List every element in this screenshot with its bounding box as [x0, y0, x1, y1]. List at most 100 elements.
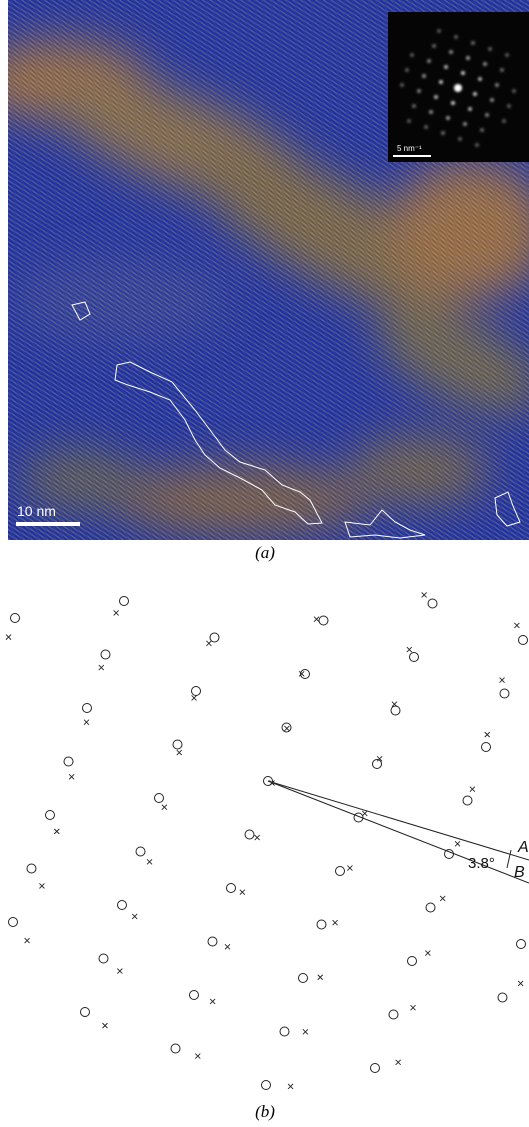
scale-bar — [16, 522, 80, 526]
rotated-point — [39, 883, 44, 888]
lattice-point — [463, 796, 472, 805]
line-a-label: A — [517, 839, 529, 856]
rotated-point — [333, 920, 338, 925]
spot — [417, 89, 421, 93]
lattice-point — [120, 597, 129, 606]
rotated-point — [440, 896, 445, 901]
rotated-point — [407, 647, 412, 652]
lattice-point — [280, 1027, 289, 1036]
rotated-point — [411, 1005, 416, 1010]
spot — [446, 116, 450, 120]
lattice-point — [336, 867, 345, 876]
spot — [485, 113, 489, 117]
spot — [473, 92, 477, 96]
spot — [434, 95, 438, 99]
lattice-point — [517, 940, 526, 949]
lattice-point — [428, 599, 437, 608]
rotated-point — [54, 829, 59, 834]
spot — [458, 137, 462, 141]
spot — [490, 98, 494, 102]
rotated-point — [206, 641, 211, 646]
spot — [400, 83, 404, 87]
spot — [483, 62, 487, 66]
rotated-point — [132, 914, 137, 919]
rotated-point — [314, 617, 319, 622]
spot — [454, 35, 458, 39]
rotated-point — [6, 635, 11, 640]
rotated-point — [84, 720, 89, 725]
spot — [512, 89, 516, 93]
rotated-point — [362, 811, 367, 816]
rotated-point — [177, 750, 182, 755]
rotated-point — [318, 975, 323, 980]
inset-scale-label: 5 nm⁻¹ — [397, 144, 422, 153]
lattice-point — [498, 993, 507, 1002]
spot — [475, 143, 479, 147]
rotated-point — [114, 610, 119, 615]
rotated-point — [117, 969, 122, 974]
lattice-diagram — [6, 592, 529, 1089]
lattice-point — [136, 847, 145, 856]
spot — [444, 65, 448, 69]
spot — [422, 74, 426, 78]
lattice-point — [27, 864, 36, 873]
spot — [451, 101, 455, 105]
lattice-point — [445, 850, 454, 859]
rotated-point — [147, 859, 152, 864]
scale-bar-label: 10 nm — [17, 503, 56, 519]
spot — [478, 77, 482, 81]
spot — [480, 128, 484, 132]
spot — [454, 84, 462, 92]
lattice-point — [519, 636, 528, 645]
lattice-point — [227, 884, 236, 893]
page: 10 nm 5 nm⁻¹ (a) 3.8° A B (b) (() => { c… — [0, 0, 529, 1127]
rotated-point — [514, 623, 519, 628]
rotated-point — [288, 1084, 293, 1089]
spot — [471, 41, 475, 45]
line-b-label: B — [514, 864, 525, 881]
caption-b: (b) — [255, 1102, 275, 1121]
spot — [432, 44, 436, 48]
rotated-point — [25, 938, 30, 943]
caption-a: (a) — [255, 543, 275, 562]
diffraction-inset: 5 nm⁻¹ — [388, 12, 529, 162]
lattice-point — [408, 957, 417, 966]
lattice-point — [500, 689, 509, 698]
spot — [441, 131, 445, 135]
lattice-point — [9, 918, 18, 927]
rotated-point — [396, 1060, 401, 1065]
spot — [488, 47, 492, 51]
rotated-point — [425, 951, 430, 956]
spot — [461, 71, 465, 75]
spot — [412, 104, 416, 108]
lattice-point — [155, 794, 164, 803]
lattice-point — [173, 740, 182, 749]
rotated-point — [192, 695, 197, 700]
spot — [439, 80, 443, 84]
rotated-point — [225, 944, 230, 949]
spot — [427, 59, 431, 63]
spot — [437, 29, 441, 33]
rotated-point — [99, 665, 104, 670]
spot — [449, 50, 453, 54]
spot — [405, 68, 409, 72]
rotated-point — [518, 981, 523, 986]
lattice-point — [482, 743, 491, 752]
lattice-point — [83, 704, 92, 713]
rotated-point — [500, 678, 505, 683]
lattice-point — [391, 706, 400, 715]
spot — [463, 122, 467, 126]
lattice-point — [389, 1010, 398, 1019]
lattice-point — [410, 653, 419, 662]
rotated-point — [485, 732, 490, 737]
spot — [429, 110, 433, 114]
rotated-point — [195, 1054, 200, 1059]
rotated-point — [240, 890, 245, 895]
rotated-point — [303, 1029, 308, 1034]
lattice-point — [210, 633, 219, 642]
lattice-point — [101, 650, 110, 659]
rotated-point — [299, 671, 304, 676]
spot — [507, 104, 511, 108]
lattice-point — [262, 1081, 271, 1090]
spot — [505, 53, 509, 57]
